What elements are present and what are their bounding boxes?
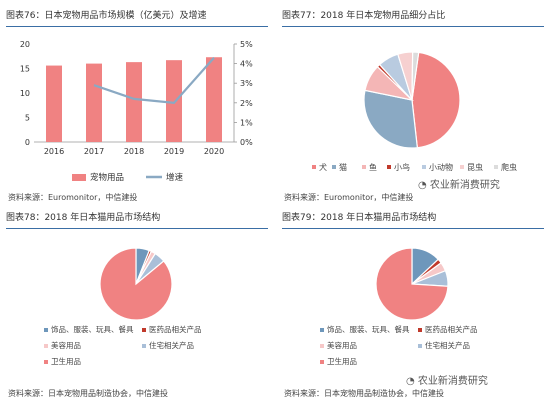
chart-title: 图表76：日本宠物用品市场规模（亿美元）及增速 — [6, 8, 268, 27]
legend-label: 住宅相关产品 — [149, 340, 194, 350]
legend-swatch — [142, 344, 146, 348]
legend-label: 昆虫 — [467, 162, 483, 172]
legend-swatch — [332, 165, 336, 169]
pie-slice — [411, 51, 461, 149]
bar — [86, 63, 102, 142]
legend-label: 小动物 — [429, 162, 453, 172]
bar — [46, 65, 62, 142]
y2-tick-label: 5% — [240, 40, 253, 49]
x-tick-label: 2017 — [84, 147, 104, 156]
source-note: 资料来源：Euromonitor，中信建投 — [8, 193, 138, 202]
watermark-text: 农业新消费研究 — [417, 376, 488, 387]
legend-swatch — [494, 165, 498, 169]
legend-swatch — [387, 165, 391, 169]
legend-label: 饰品、服装、玩具、餐具 — [51, 324, 134, 334]
bar — [206, 57, 222, 143]
legend-label: 小鸟 — [394, 162, 410, 172]
x-tick-label: 2019 — [164, 147, 184, 156]
market-size-chart: 0 5 10 15 20 0% 1% 2% 3% 4% 5% 2016 2017 2018 2019 2020… — [20, 40, 253, 183]
legend-swatch — [418, 328, 422, 332]
legend-swatch — [312, 165, 316, 169]
legend-swatch — [44, 328, 48, 332]
legend-label: 美容用品 — [327, 340, 357, 350]
legend-label: 医药品相关产品 — [425, 324, 478, 334]
source-note: 资料来源：日本宠物用品制造协会，中信建投 — [8, 389, 168, 398]
x-tick-label: 2020 — [204, 147, 224, 156]
legend-swatch — [72, 174, 86, 181]
legend-swatch — [142, 328, 146, 332]
y2-tick-label: 0% — [240, 138, 253, 147]
watermark: ◔ 农业新消费研究 — [406, 372, 488, 387]
legend-label: 卫生用品 — [51, 356, 81, 366]
y-tick-label: 15 — [20, 65, 30, 74]
chart-title: 图表77：2018 年日本宠物用品细分占比 — [282, 8, 544, 27]
legend-swatch — [422, 165, 426, 169]
legend-swatch — [418, 344, 422, 348]
wechat-icon: ◔ — [418, 180, 427, 191]
bar — [126, 62, 142, 142]
pie-slice — [99, 247, 173, 321]
pie-slice — [363, 89, 419, 149]
legend-label: 住宅相关产品 — [425, 340, 470, 350]
legend-label: 饰品、服装、玩具、餐具 — [327, 324, 410, 334]
legend-swatch — [460, 165, 464, 169]
y-tick-label: 20 — [20, 40, 30, 49]
legend-label: 爬虫 — [501, 162, 517, 172]
y2-tick-label: 2% — [240, 99, 253, 108]
legend-label: 增速 — [166, 172, 184, 183]
legend-swatch — [320, 344, 324, 348]
legend-swatch — [44, 344, 48, 348]
source-note: 资料来源：日本宠物用品制造协会，中信建投 — [284, 389, 444, 398]
growth-line — [93, 56, 215, 104]
panel-market-size: 图表76：日本宠物用品市场规模（亿美元）及增速 0 5 10 15 20 0% 1% 2% 3%… — [6, 8, 274, 206]
y-tick-label: 0 — [25, 138, 30, 147]
y2-tick-label: 3% — [240, 79, 253, 88]
legend-label: 医药品相关产品 — [149, 324, 202, 334]
watermark-text: 农业新消费研究 — [429, 180, 500, 191]
y2-tick-label: 1% — [240, 118, 253, 127]
wechat-icon: ◔ — [406, 376, 415, 387]
legend-swatch — [44, 360, 48, 364]
panel-cat-structure-a: 图表78：2018 年日本猫用品市场结构 饰品、服装、玩具、餐具 医药品相关产品美… — [6, 210, 274, 402]
y2-tick-label: 4% — [240, 60, 253, 69]
x-tick-label: 2018 — [124, 147, 144, 156]
x-tick-label: 2016 — [44, 147, 64, 156]
legend-swatch — [362, 165, 366, 169]
chart-title: 图表79：2018 年日本猫用品市场结构 — [282, 210, 544, 229]
legend-swatch — [320, 328, 324, 332]
pie-slice — [411, 51, 420, 101]
source-note: 资料来源：Euromonitor，中信建投 — [284, 193, 414, 202]
legend-label: 卫生用品 — [327, 356, 357, 366]
legend-swatch — [320, 360, 324, 364]
panel-segment-share: 图表77：2018 年日本宠物用品细分占比 犬 猫 鱼 小鸟 小动物 昆虫 爬虫 资料来源：… — [282, 8, 550, 206]
y-tick-label: 10 — [20, 89, 30, 98]
y-tick-label: 5 — [25, 114, 30, 123]
legend-label: 美容用品 — [51, 340, 81, 350]
legend-label: 犬 — [319, 162, 327, 172]
watermark: ◔ 农业新消费研究 — [418, 176, 500, 191]
legend-label: 猫 — [339, 162, 347, 172]
bar — [166, 60, 182, 142]
pie-slice — [375, 247, 449, 321]
segment-share-chart: 犬 猫 鱼 小鸟 小动物 昆虫 爬虫 — [312, 51, 517, 172]
chart-title: 图表78：2018 年日本猫用品市场结构 — [6, 210, 268, 229]
legend-label: 鱼 — [369, 162, 377, 172]
panel-cat-structure-b: 图表79：2018 年日本猫用品市场结构 饰品、服装、玩具、餐具 医药品相关产品美… — [282, 210, 550, 402]
legend-label: 宠物用品 — [90, 172, 124, 183]
